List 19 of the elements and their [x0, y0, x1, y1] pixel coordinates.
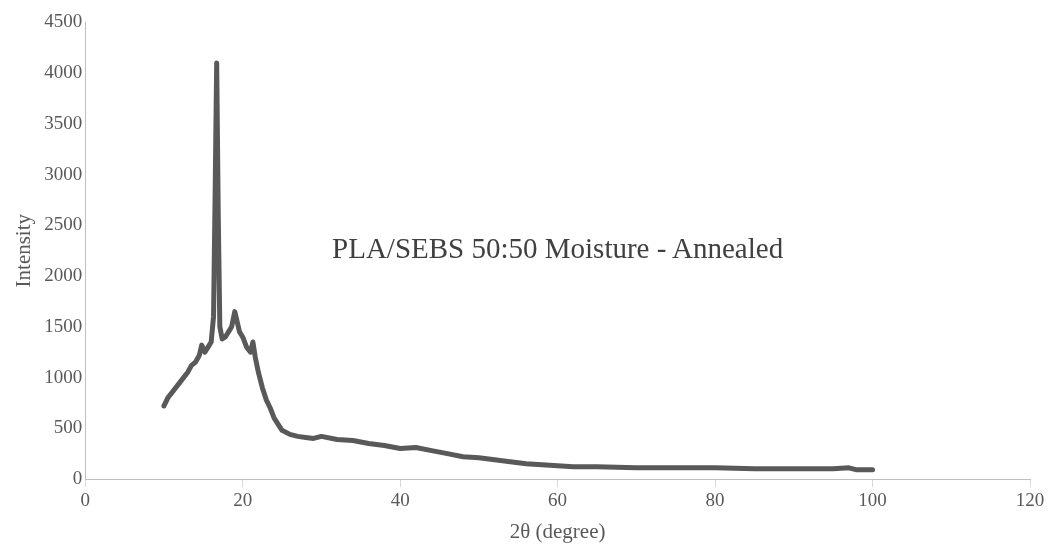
- x-tick-label: 60: [548, 489, 568, 511]
- y-tick-label: 1500: [44, 314, 83, 336]
- x-axis-title: 2θ (degree): [509, 518, 606, 543]
- x-tick-label: 100: [858, 489, 887, 511]
- x-tick-label: 40: [390, 489, 410, 511]
- y-tick-label: 4500: [44, 10, 83, 32]
- y-tick-label: 3500: [44, 111, 83, 133]
- x-tick-label: 20: [233, 489, 253, 511]
- y-tick-label: 3000: [44, 162, 83, 184]
- y-tick-label: 0: [72, 466, 83, 488]
- y-tick-label: 1000: [44, 365, 83, 387]
- y-axis-title: Intensity: [11, 213, 36, 288]
- annotation: PLA/SEBS 50:50 Moisture - Annealed: [332, 232, 784, 265]
- x-tick-label: 120: [1015, 489, 1045, 511]
- y-tick-label: 2000: [44, 264, 83, 286]
- y-tick-label: 500: [53, 416, 83, 438]
- y-tick-label: 2500: [44, 213, 83, 235]
- x-tick-label: 80: [705, 489, 725, 511]
- y-tick-label: 4000: [44, 61, 83, 83]
